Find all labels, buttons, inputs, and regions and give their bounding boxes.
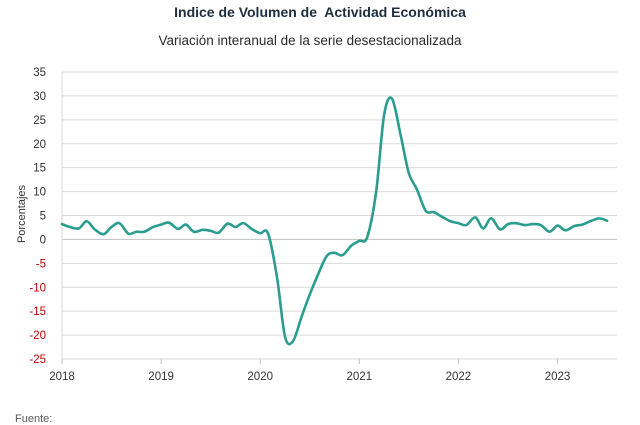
chart-title: Indice de Volumen de Actividad Económica	[174, 4, 466, 20]
y-tick-label: 35	[33, 67, 46, 79]
y-tick-label: 15	[33, 163, 46, 175]
x-axis-ticks: 2018 2019 2020 2021 2022 2023	[49, 359, 570, 383]
y-tick-label: -25	[29, 354, 46, 366]
series-line	[60, 96, 609, 346]
y-tick-label: 0	[40, 234, 46, 246]
y-axis-label: Porcentajes	[16, 184, 28, 243]
y-tick-label: 10	[33, 187, 46, 199]
y-tick-label: -20	[29, 330, 46, 342]
gridlines	[61, 71, 617, 360]
x-tick-label: 2023	[545, 371, 571, 383]
chart-subtitle: Variación interanual de la serie desesta…	[158, 33, 462, 48]
y-tick-label: 20	[33, 139, 46, 151]
x-tick-label: 2021	[347, 371, 373, 383]
x-tick-label: 2019	[148, 371, 174, 383]
y-tick-label: 5	[40, 211, 46, 223]
x-tick-label: 2018	[49, 371, 75, 383]
x-tick-label: 2022	[446, 371, 472, 383]
x-tick-label: 2020	[247, 371, 273, 383]
y-tick-label: 25	[33, 115, 46, 127]
y-tick-label: 30	[33, 91, 46, 103]
y-axis-ticks: -25 -20 -15 -10 -5 0 5 10 15 20 25 30 35	[29, 67, 46, 366]
y-tick-label: -15	[29, 306, 46, 318]
y-tick-label: -5	[36, 258, 46, 270]
y-tick-label: -10	[29, 282, 46, 294]
source-label: Fuente:	[15, 413, 53, 425]
